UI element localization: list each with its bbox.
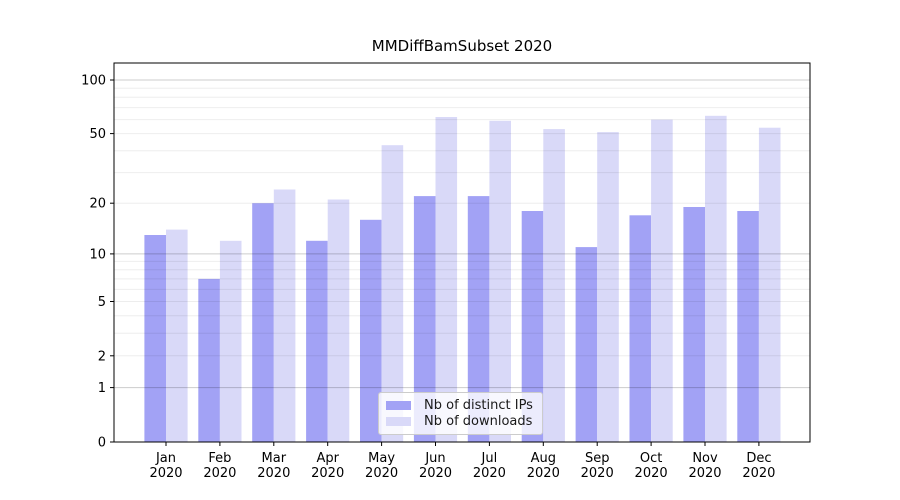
x-tick-label-month: Jan — [155, 451, 176, 466]
x-tick-label-month: Aug — [531, 451, 556, 466]
bar-downloads-dec — [758, 127, 781, 442]
x-tick-label-year: 2020 — [149, 466, 182, 481]
bar-downloads-apr — [327, 199, 350, 442]
bar-ips-nov — [683, 207, 705, 442]
legend-swatch-distinct-ips-icon — [386, 400, 411, 410]
x-tick-label-month: Sep — [585, 451, 610, 466]
bar-ips-jan — [144, 235, 166, 442]
legend-swatch-downloads-icon — [386, 417, 411, 427]
x-tick-label-year: 2020 — [527, 466, 560, 481]
legend-entry-downloads: Nb of downloads — [386, 414, 536, 430]
y-tick-label: 2 — [98, 349, 106, 364]
legend-label-distinct-ips: Nb of distinct IPs — [424, 397, 533, 413]
bar-ips-dec — [737, 211, 759, 442]
y-tick-label: 5 — [98, 295, 106, 310]
x-tick-label-year: 2020 — [635, 466, 668, 481]
x-tick-label-year: 2020 — [742, 466, 775, 481]
bar-ips-feb — [198, 278, 220, 442]
x-tick-label-year: 2020 — [581, 466, 614, 481]
legend: Nb of distinct IPs Nb of downloads — [378, 392, 543, 435]
x-tick-label-month: Oct — [640, 451, 662, 466]
bar-downloads-sep — [597, 132, 619, 442]
bar-downloads-may — [381, 145, 404, 442]
x-tick-label-month: Jul — [481, 451, 498, 466]
x-tick-label-year: 2020 — [203, 466, 236, 481]
y-tick-label: 50 — [89, 127, 106, 142]
y-tick-label: 1 — [98, 381, 106, 396]
x-tick-label-month: May — [368, 451, 395, 466]
bar-ips-may — [360, 219, 382, 442]
legend-entry-distinct-ips: Nb of distinct IPs — [386, 397, 536, 413]
x-tick-label-month: Mar — [262, 451, 287, 466]
x-tick-label-month: Dec — [746, 451, 771, 466]
y-tick-label: 20 — [89, 197, 106, 212]
bar-downloads-mar — [273, 189, 296, 442]
bar-ips-aug — [521, 211, 544, 442]
y-tick-label: 100 — [81, 74, 106, 89]
bar-ips-mar — [252, 203, 274, 442]
legend-label-downloads: Nb of downloads — [424, 414, 533, 430]
bar-downloads-aug — [543, 129, 565, 442]
x-tick-label-month: Apr — [316, 451, 339, 466]
y-tick-label: 0 — [98, 436, 106, 451]
x-tick-label-year: 2020 — [257, 466, 290, 481]
bar-ips-sep — [575, 247, 598, 442]
bar-ips-jun — [413, 196, 436, 442]
x-tick-label-year: 2020 — [365, 466, 398, 481]
x-tick-label-month: Jun — [424, 451, 445, 466]
x-tick-label-month: Nov — [692, 451, 718, 466]
bar-downloads-jan — [166, 229, 188, 442]
bar-downloads-nov — [705, 115, 727, 443]
plot-border — [113, 62, 811, 443]
x-tick-label-year: 2020 — [473, 466, 506, 481]
bar-ips-jul — [467, 196, 490, 442]
y-tick-label: 10 — [89, 247, 106, 262]
bar-ips-oct — [629, 215, 652, 442]
x-tick-label-year: 2020 — [688, 466, 721, 481]
bar-downloads-feb — [219, 240, 242, 442]
bar-ips-apr — [306, 240, 328, 442]
bar-downloads-jun — [435, 117, 458, 442]
x-tick-label-year: 2020 — [311, 466, 344, 481]
bar-downloads-oct — [651, 119, 673, 442]
chart-title: MMDiffBamSubset 2020 — [371, 37, 553, 55]
x-tick-label-month: Feb — [208, 451, 231, 466]
bar-downloads-jul — [489, 120, 511, 443]
x-tick-label-year: 2020 — [419, 466, 452, 481]
